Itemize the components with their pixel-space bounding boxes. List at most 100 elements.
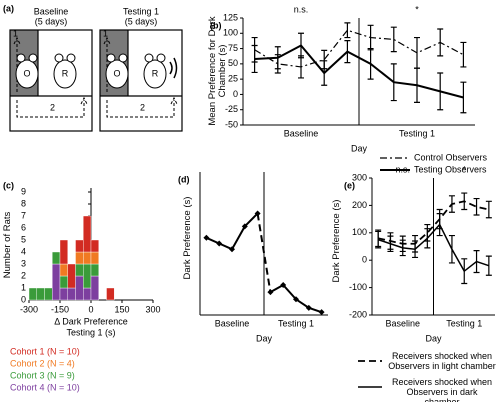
legend-label: Receivers shocked when Observers in ligh… xyxy=(388,351,496,371)
marker xyxy=(254,210,261,217)
marker xyxy=(216,240,223,247)
marker xyxy=(305,304,312,311)
y-axis-title: Number of Rats xyxy=(2,211,13,279)
y-tick-label: -200 xyxy=(349,309,367,319)
route-2 xyxy=(106,96,178,118)
x-category-label: Baseline xyxy=(385,318,420,328)
y-tick-label: 0 xyxy=(233,89,238,99)
y-tick-label: -50 xyxy=(225,119,238,129)
y-tick-label: -100 xyxy=(349,282,367,292)
histogram-bar xyxy=(83,287,92,301)
x-category-label: Baseline xyxy=(284,128,319,138)
legend-label: Cohort 1 (N = 10) xyxy=(10,346,80,356)
x-axis-title: Day xyxy=(425,333,442,343)
phase-connector xyxy=(256,213,272,293)
x-category-label: Testing 1 xyxy=(278,318,314,328)
rat-label: O xyxy=(113,68,120,78)
error-bar xyxy=(274,46,281,70)
legend-label: Control Observers xyxy=(414,152,488,162)
x-axis-title: Day xyxy=(256,333,273,343)
error-bar xyxy=(460,41,467,68)
error-bar xyxy=(344,22,351,39)
significance-label: * xyxy=(462,164,466,174)
shock-marks xyxy=(169,57,178,79)
panel-label: (e) xyxy=(344,180,355,190)
marker xyxy=(318,309,325,316)
y-tick-label: 0 xyxy=(21,294,26,304)
step-label: 2 xyxy=(50,102,55,112)
error-bar xyxy=(399,239,406,257)
error-bar xyxy=(251,44,258,74)
histogram-bar xyxy=(67,263,76,289)
significance-label: n.s. xyxy=(294,4,309,14)
x-category-label: Baseline xyxy=(215,318,250,328)
panel-title: Testing 1 xyxy=(123,6,159,16)
y-axis-title: Dark Preference (s) xyxy=(182,196,193,279)
error-bar xyxy=(387,235,394,253)
legend-label: Testing Observers xyxy=(414,164,487,174)
error-bar xyxy=(412,240,419,259)
y-tick-label: 8 xyxy=(21,198,26,208)
error-bar xyxy=(473,197,480,216)
y-tick-label: 6 xyxy=(21,222,26,232)
error-bar xyxy=(436,213,443,237)
y-tick-label: 7 xyxy=(21,210,26,220)
error-bar xyxy=(367,47,374,80)
route-1 xyxy=(13,36,21,92)
rat-label: R xyxy=(152,68,159,78)
y-tick-label: 1 xyxy=(21,282,26,292)
histogram-bar xyxy=(90,251,99,265)
histogram-bar xyxy=(90,239,99,253)
panel-title: Baseline xyxy=(34,6,69,16)
panel-label: (d) xyxy=(178,174,190,184)
route-1 xyxy=(103,36,111,92)
rat-ear xyxy=(106,53,116,63)
error-bar xyxy=(448,234,455,264)
histogram-bar xyxy=(44,287,53,301)
marker xyxy=(280,281,287,288)
histogram-bar xyxy=(52,251,61,265)
rat-ear xyxy=(66,53,76,63)
rat-ear xyxy=(144,53,154,63)
x-tick-label: 150 xyxy=(114,304,129,314)
rat-body xyxy=(105,59,129,89)
rat-body xyxy=(53,59,77,89)
histogram-bar xyxy=(106,287,115,301)
rat-ear xyxy=(54,53,64,63)
histogram-bar xyxy=(83,263,92,289)
error-bar xyxy=(437,28,444,57)
y-tick-label: 200 xyxy=(352,200,367,210)
rat-label: R xyxy=(62,68,69,78)
histogram-bar xyxy=(59,263,68,277)
error-bar xyxy=(298,32,304,59)
error-bar xyxy=(375,230,382,249)
significance-label: n.s. xyxy=(395,164,410,174)
series-line xyxy=(254,29,464,68)
x-tick-label: 300 xyxy=(145,304,160,314)
legend-label: Cohort 2 (N = 4) xyxy=(10,358,75,368)
rat-body xyxy=(143,59,167,89)
x-tick-label: -150 xyxy=(51,304,69,314)
error-bar xyxy=(321,60,328,86)
y-tick-label: 3 xyxy=(21,258,26,268)
y-tick-label: 300 xyxy=(352,172,367,182)
y-tick-label: 50 xyxy=(228,58,238,68)
legend-label: Cohort 4 (N = 10) xyxy=(10,382,80,392)
error-bar xyxy=(485,255,492,276)
series-line xyxy=(254,44,464,99)
panel-label: (b) xyxy=(210,20,222,30)
error-bar xyxy=(473,250,480,274)
x-axis-title: Testing 1 (s) xyxy=(66,327,115,337)
histogram-bar xyxy=(59,239,68,265)
step-label: 1 xyxy=(13,28,18,38)
error-bar xyxy=(461,258,468,285)
rat-ear xyxy=(28,53,38,63)
y-tick-label: 0 xyxy=(362,255,367,265)
panel-label: (a) xyxy=(3,3,14,13)
apparatus xyxy=(99,29,183,132)
error-bar xyxy=(344,40,351,64)
rat-ear xyxy=(118,53,128,63)
x-axis-title: Δ Dark Preference xyxy=(54,316,128,326)
histogram-bar xyxy=(75,263,84,277)
